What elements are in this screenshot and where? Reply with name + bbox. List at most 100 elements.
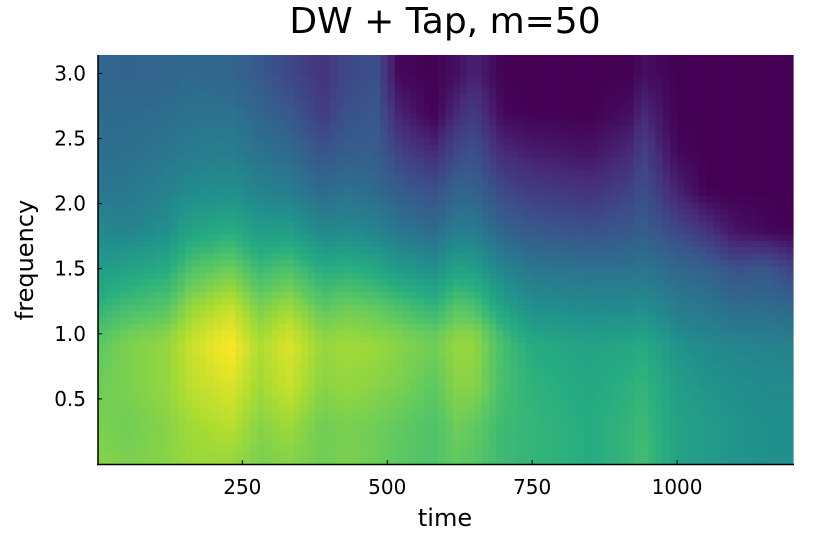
heatmap-cell [474,240,483,248]
heatmap-cell [141,310,150,318]
heatmap-cell [177,195,186,203]
heatmap-cell [619,157,628,165]
heatmap-cell [604,425,613,433]
heatmap-cell [452,444,461,452]
heatmap-cell [300,118,309,126]
heatmap-cell [235,297,244,305]
heatmap-cell [264,323,273,331]
heatmap-cell [163,157,171,165]
heatmap-cell [561,374,570,382]
heatmap-cell [155,233,164,241]
heatmap-cell [163,246,171,254]
heatmap-cell [250,438,258,446]
heatmap-cell [221,214,229,222]
heatmap-cell [431,368,439,376]
heatmap-cell [228,253,237,261]
heatmap-cell [546,451,555,459]
heatmap-cell [192,157,200,165]
heatmap-cell [358,329,367,337]
heatmap-cell [300,55,309,62]
heatmap-cell [105,253,114,261]
heatmap-cell [286,99,295,107]
heatmap-cell [199,438,208,446]
heatmap-cell [431,304,439,312]
heatmap-cell [423,317,432,325]
heatmap-cell [126,182,135,190]
heatmap-cell [597,99,606,107]
heatmap-cell [539,291,548,299]
heatmap-cell [184,444,193,452]
heatmap-cell [431,67,439,75]
heatmap-cell [170,285,179,293]
heatmap-cell [481,278,490,286]
heatmap-cell [199,444,208,452]
heatmap-cell [431,336,439,344]
heatmap-cell [235,361,244,369]
heatmap-cell [568,221,577,229]
heatmap-cell [264,342,273,350]
heatmap-cell [293,278,302,286]
heatmap-cell [503,374,512,382]
heatmap-cell [409,361,418,369]
heatmap-cell [554,387,562,395]
heatmap-cell [373,125,381,133]
heatmap-cell [612,438,620,446]
heatmap-cell [315,285,324,293]
heatmap-cell [271,93,280,101]
heatmap-cell [148,55,157,62]
heatmap-cell [416,323,425,331]
heatmap-cell [199,125,208,133]
heatmap-cell [380,304,389,312]
heatmap-cell [307,400,316,408]
heatmap-cell [250,253,258,261]
heatmap-cell [568,118,577,126]
heatmap-cell [394,272,403,280]
heatmap-cell [336,438,345,446]
heatmap-cell [394,67,403,75]
heatmap-cell [402,106,410,114]
heatmap-cell [402,67,410,75]
heatmap-cell [438,432,447,440]
heatmap-cell [105,400,114,408]
heatmap-cell [293,112,302,120]
heatmap-cell [250,304,258,312]
heatmap-cell [105,221,114,229]
heatmap-cell [199,393,208,401]
heatmap-cell [98,125,106,133]
heatmap-cell [184,304,193,312]
heatmap-cell [278,444,287,452]
heatmap-cell [373,106,381,114]
heatmap-cell [583,182,591,190]
heatmap-cell [213,336,222,344]
heatmap-cell [525,387,533,395]
heatmap-cell [604,265,613,273]
heatmap-cell [155,221,164,229]
heatmap-cell [655,163,664,171]
heatmap-cell [532,291,541,299]
heatmap-cell [105,131,114,139]
heatmap-cell [264,432,273,440]
heatmap-cell [235,221,244,229]
heatmap-cell [184,438,193,446]
heatmap-cell [307,170,316,178]
heatmap-cell [300,425,309,433]
heatmap-cell [344,195,352,203]
heatmap-cell [163,310,171,318]
heatmap-cell [380,61,389,69]
heatmap-cell [438,297,447,305]
heatmap-cell [633,144,642,152]
heatmap-cell [546,400,555,408]
heatmap-cell [336,297,345,305]
heatmap-cell [394,201,403,209]
heatmap-cell [373,99,381,107]
heatmap-cell [373,170,381,178]
heatmap-cell [503,86,512,94]
heatmap-cell [105,182,114,190]
heatmap-cell [626,233,635,241]
heatmap-cell [134,323,143,331]
heatmap-cell [590,74,599,82]
heatmap-cell [604,67,613,75]
heatmap-cell [358,419,367,427]
heatmap-cell [431,451,439,459]
heatmap-cell [235,144,244,152]
